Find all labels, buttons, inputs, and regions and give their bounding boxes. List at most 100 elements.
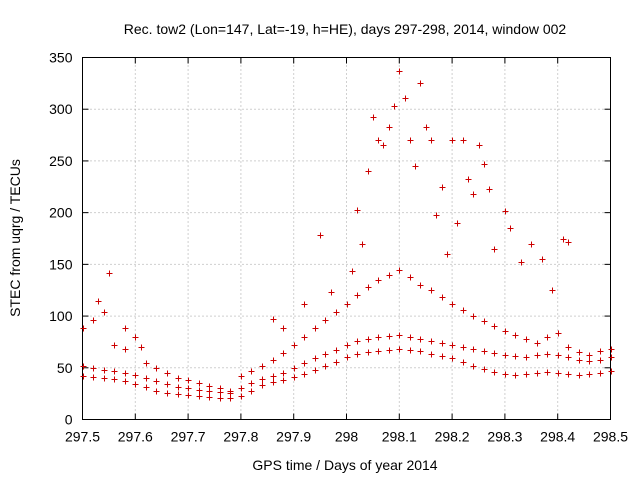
x-axis-label: GPS time / Days of year 2014 (252, 457, 437, 473)
data-point (122, 325, 129, 332)
data-point (586, 371, 593, 378)
data-points (80, 68, 615, 402)
data-point (523, 354, 530, 361)
series-2 (80, 267, 615, 395)
data-point (386, 347, 393, 354)
data-point (576, 357, 583, 364)
data-point (365, 168, 372, 175)
data-point (196, 393, 203, 400)
data-point (608, 354, 615, 361)
data-point (354, 338, 361, 345)
data-point (153, 388, 160, 395)
data-point (470, 363, 477, 370)
x-tick-label: 298 (335, 429, 359, 445)
data-point (301, 371, 308, 378)
data-point (206, 383, 213, 390)
data-point (196, 387, 203, 394)
data-point (502, 352, 509, 359)
data-point (460, 344, 467, 351)
x-tick-label: 297.7 (171, 429, 206, 445)
data-point (549, 287, 556, 294)
data-point (402, 95, 409, 102)
data-point (555, 330, 562, 337)
data-point (111, 342, 118, 349)
data-point (270, 379, 277, 386)
data-point (470, 346, 477, 353)
data-point (354, 207, 361, 214)
data-point (111, 368, 118, 375)
data-point (106, 270, 113, 277)
data-point (248, 388, 255, 395)
data-point (534, 370, 541, 377)
data-point (539, 256, 546, 263)
data-point (407, 347, 414, 354)
y-tick-labels: 0 50 100 150 200 250 300 350 (49, 50, 73, 428)
data-point (143, 375, 150, 382)
data-point (270, 316, 277, 323)
data-point (481, 366, 488, 373)
data-point (344, 301, 351, 308)
data-point (396, 332, 403, 339)
data-point (164, 390, 171, 397)
data-point (259, 363, 266, 370)
data-point (122, 346, 129, 353)
data-point (153, 365, 160, 372)
x-tick-label: 297.5 (65, 429, 100, 445)
data-point (428, 338, 435, 345)
data-point (365, 336, 372, 343)
data-point (301, 360, 308, 367)
data-point (565, 239, 572, 246)
data-point (460, 359, 467, 366)
x-tick-label: 297.6 (118, 429, 153, 445)
data-point (396, 68, 403, 75)
data-point (375, 334, 382, 341)
data-point (322, 351, 329, 358)
data-point (238, 393, 245, 400)
data-point (544, 351, 551, 358)
data-point (259, 376, 266, 383)
data-point (291, 365, 298, 372)
x-tick-label: 297.9 (276, 429, 311, 445)
data-point (555, 352, 562, 359)
data-point (512, 372, 519, 379)
data-point (301, 334, 308, 341)
chart-title: Rec. tow2 (Lon=147, Lat=-19, h=HE), days… (124, 21, 567, 37)
data-point (502, 371, 509, 378)
data-point (217, 385, 224, 392)
data-point (481, 318, 488, 325)
data-point (407, 274, 414, 281)
data-point (175, 375, 182, 382)
y-tick-label: 300 (49, 101, 73, 117)
data-point (365, 284, 372, 291)
data-point (486, 186, 493, 193)
data-point (312, 355, 319, 362)
data-point (412, 163, 419, 170)
data-point (491, 323, 498, 330)
grid (82, 57, 611, 420)
series-3 (95, 68, 572, 351)
data-point (481, 348, 488, 355)
data-point (470, 191, 477, 198)
y-tick-label: 100 (49, 308, 73, 324)
data-point (444, 251, 451, 258)
data-point (111, 376, 118, 383)
data-point (597, 370, 604, 377)
data-point (259, 382, 266, 389)
data-point (344, 342, 351, 349)
series-1 (80, 332, 615, 397)
data-point (175, 384, 182, 391)
data-point (565, 371, 572, 378)
data-point (101, 367, 108, 374)
data-point (597, 348, 604, 355)
data-point (460, 137, 467, 144)
data-point (349, 268, 356, 275)
data-point (544, 334, 551, 341)
data-point (90, 374, 97, 381)
data-point (132, 334, 139, 341)
data-point (164, 381, 171, 388)
data-point (417, 80, 424, 87)
data-point (365, 349, 372, 356)
data-point (248, 380, 255, 387)
data-point (439, 353, 446, 360)
